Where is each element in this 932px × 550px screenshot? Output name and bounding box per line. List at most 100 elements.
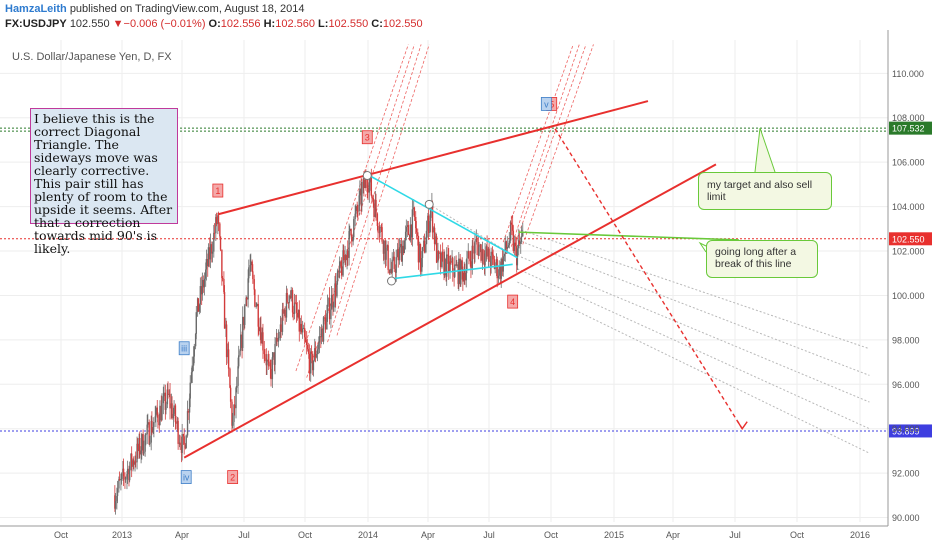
high-label: H: [263,18,276,30]
candle-body [404,231,407,241]
candle-body [401,245,403,262]
candle-body [154,416,156,423]
candle-body [506,246,508,249]
candle-body [443,258,446,276]
candle-body [450,261,452,263]
y-tick-label: 94.000 [892,424,920,434]
candle-body [272,352,274,358]
candle-body [377,225,379,233]
candle-body [293,302,296,314]
author-link[interactable]: HamzaLeith [5,3,67,15]
long-entry-note[interactable]: going long after a break of this line [706,240,818,278]
candle-body [174,405,177,423]
candle-body [215,217,217,234]
candle-body [290,289,292,299]
candle-body [276,338,278,342]
candle-body [512,230,515,251]
candle-body [353,219,355,237]
candle-body [242,316,244,348]
wave-label-iii: iii [181,344,187,354]
candle-body [126,474,128,479]
candle-body [239,350,241,356]
candle-body [470,261,472,269]
candle-body [365,177,367,185]
price-marker-label: 102.550 [892,234,925,244]
candle-body [507,245,510,247]
candle-body [274,343,276,365]
candle-body [169,393,171,409]
candle-body [171,403,173,419]
x-tick-label: 2013 [112,530,132,540]
candle-body [484,253,486,266]
candle-body [114,501,117,509]
candle-body [469,258,471,262]
candle-body [314,348,317,358]
candle-body [189,382,191,399]
price-marker-label: 93.899 [892,426,920,436]
candle-body [183,436,185,445]
candle-body [197,298,200,312]
candle-body [298,309,300,332]
candle-body [476,238,478,245]
y-tick-label: 108.000 [892,113,925,123]
candle-body [505,241,508,249]
trendline-triangle-bottom [391,263,513,280]
analysis-note[interactable]: I believe this is the correct Diagonal T… [30,108,178,255]
price-marker-bg [889,121,932,135]
candle-body [257,304,259,327]
candle-body [448,255,450,272]
wave-label-3: 3 [365,133,370,143]
candle-body [165,404,167,410]
candle-body [268,361,270,364]
wave-label-2: 2 [230,473,235,483]
candle-body [492,254,494,260]
candle-body [153,422,155,428]
candle-body [461,260,463,270]
close-value: 102.550 [382,18,423,30]
candle-body [427,215,430,234]
candle-body [510,222,513,225]
candle-body [330,309,332,320]
candle-body [518,240,521,244]
projection-arrow [554,128,743,430]
candle-body [522,231,524,237]
candle-body [372,198,375,204]
candle-body [354,213,356,220]
candle-body [403,240,405,254]
candle-body [326,313,328,330]
wave-label-box [180,470,192,484]
candle-body [413,207,416,217]
candle-body [326,304,329,314]
candle-body [294,302,296,304]
candle-body [431,203,434,233]
x-tick-label: 2015 [604,530,624,540]
fib-channel-line [295,44,409,372]
candle-body [366,184,368,188]
candle-body [267,359,270,362]
candle-body [132,460,135,465]
candle-body [194,333,197,347]
candle-body [141,434,143,451]
candle-body [175,422,177,424]
candle-body [211,244,213,254]
chart-header: HamzaLeith published on TradingView.com,… [0,0,932,34]
candle-body [503,253,506,257]
candle-body [229,368,231,388]
candle-body [379,226,381,233]
trendline-triangle-top [366,173,518,259]
publish-line: HamzaLeith published on TradingView.com,… [5,3,304,15]
candle-body [163,392,165,397]
wave-label-box [227,470,239,484]
candle-body [270,368,272,380]
candle-body [227,349,230,369]
candle-body [130,453,133,467]
candle-body [187,411,189,413]
x-tick-label: Apr [175,530,189,540]
target-note[interactable]: my target and also sell limit [698,172,832,210]
candle-body [439,253,442,268]
projection-arrowhead [736,420,748,430]
candle-body [255,305,257,307]
candle-body [421,247,424,258]
candle-body [195,312,197,334]
